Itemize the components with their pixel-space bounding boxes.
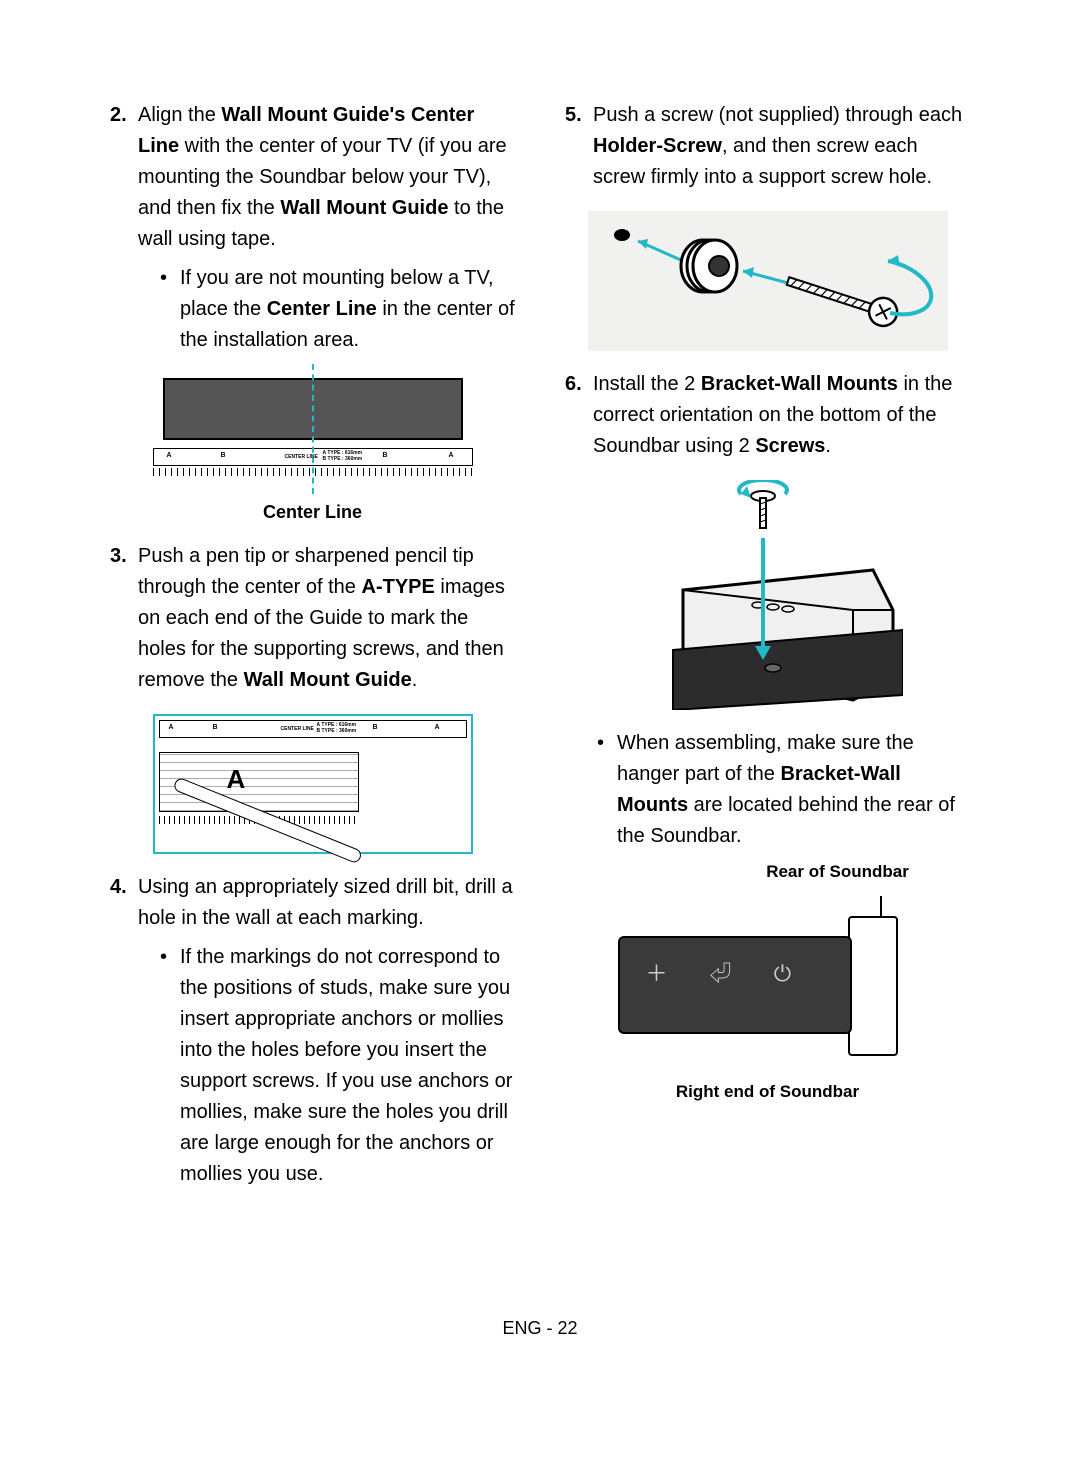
left-column: 2. Align the Wall Mount Guide's Center L… bbox=[110, 100, 515, 1208]
figure-holder-screw bbox=[565, 211, 970, 351]
caption-rear-soundbar: Rear of Soundbar bbox=[565, 862, 970, 882]
step-2: 2. Align the Wall Mount Guide's Center L… bbox=[110, 100, 515, 356]
page-footer: ENG - 22 bbox=[110, 1318, 970, 1339]
figure-pencil-marking: A B CENTER LINE A TYPE : 616mm B TYPE : … bbox=[110, 714, 515, 854]
figure-soundbar-rear: ＋ ⏎ ⏻ Right end of Soundbar bbox=[565, 896, 970, 1102]
step-4: 4. Using an appropriately sized drill bi… bbox=[110, 872, 515, 1190]
a-type-letter: A bbox=[227, 764, 246, 795]
step-body: Push a screw (not supplied) through each… bbox=[593, 100, 970, 193]
step-number: 4. bbox=[110, 872, 138, 1190]
step-3: 3. Push a pen tip or sharpened pencil ti… bbox=[110, 541, 515, 696]
step-6-bullet: • When assembling, make sure the hanger … bbox=[565, 728, 970, 852]
step-number: 5. bbox=[565, 100, 593, 193]
bullet-dot-icon: • bbox=[597, 728, 617, 852]
step-number: 2. bbox=[110, 100, 138, 356]
bullet-dot-icon: • bbox=[160, 942, 180, 1190]
soundbar-icons: ＋ ⏎ ⏻ bbox=[646, 956, 810, 988]
figure-caption: Center Line bbox=[110, 502, 515, 523]
step-body: Install the 2 Bracket-Wall Mounts in the… bbox=[593, 369, 970, 462]
step-body: Align the Wall Mount Guide's Center Line… bbox=[138, 100, 515, 356]
step-body: Push a pen tip or sharpened pencil tip t… bbox=[138, 541, 515, 696]
figure-bracket-mount bbox=[565, 480, 970, 710]
step-6: 6. Install the 2 Bracket-Wall Mounts in … bbox=[565, 369, 970, 462]
caption-right-end: Right end of Soundbar bbox=[565, 1082, 970, 1102]
right-column: 5. Push a screw (not supplied) through e… bbox=[565, 100, 970, 1208]
step-5: 5. Push a screw (not supplied) through e… bbox=[565, 100, 970, 193]
step-number: 3. bbox=[110, 541, 138, 696]
step-number: 6. bbox=[565, 369, 593, 462]
step-body: Using an appropriately sized drill bit, … bbox=[138, 872, 515, 1190]
figure-center-line: A B CENTER LINE A TYPE : 616mm B TYPE : … bbox=[110, 374, 515, 523]
step-4-bullet: • If the markings do not correspond to t… bbox=[138, 942, 515, 1190]
step-2-bullet: • If you are not mounting below a TV, pl… bbox=[138, 263, 515, 356]
bullet-dot-icon: • bbox=[160, 263, 180, 356]
